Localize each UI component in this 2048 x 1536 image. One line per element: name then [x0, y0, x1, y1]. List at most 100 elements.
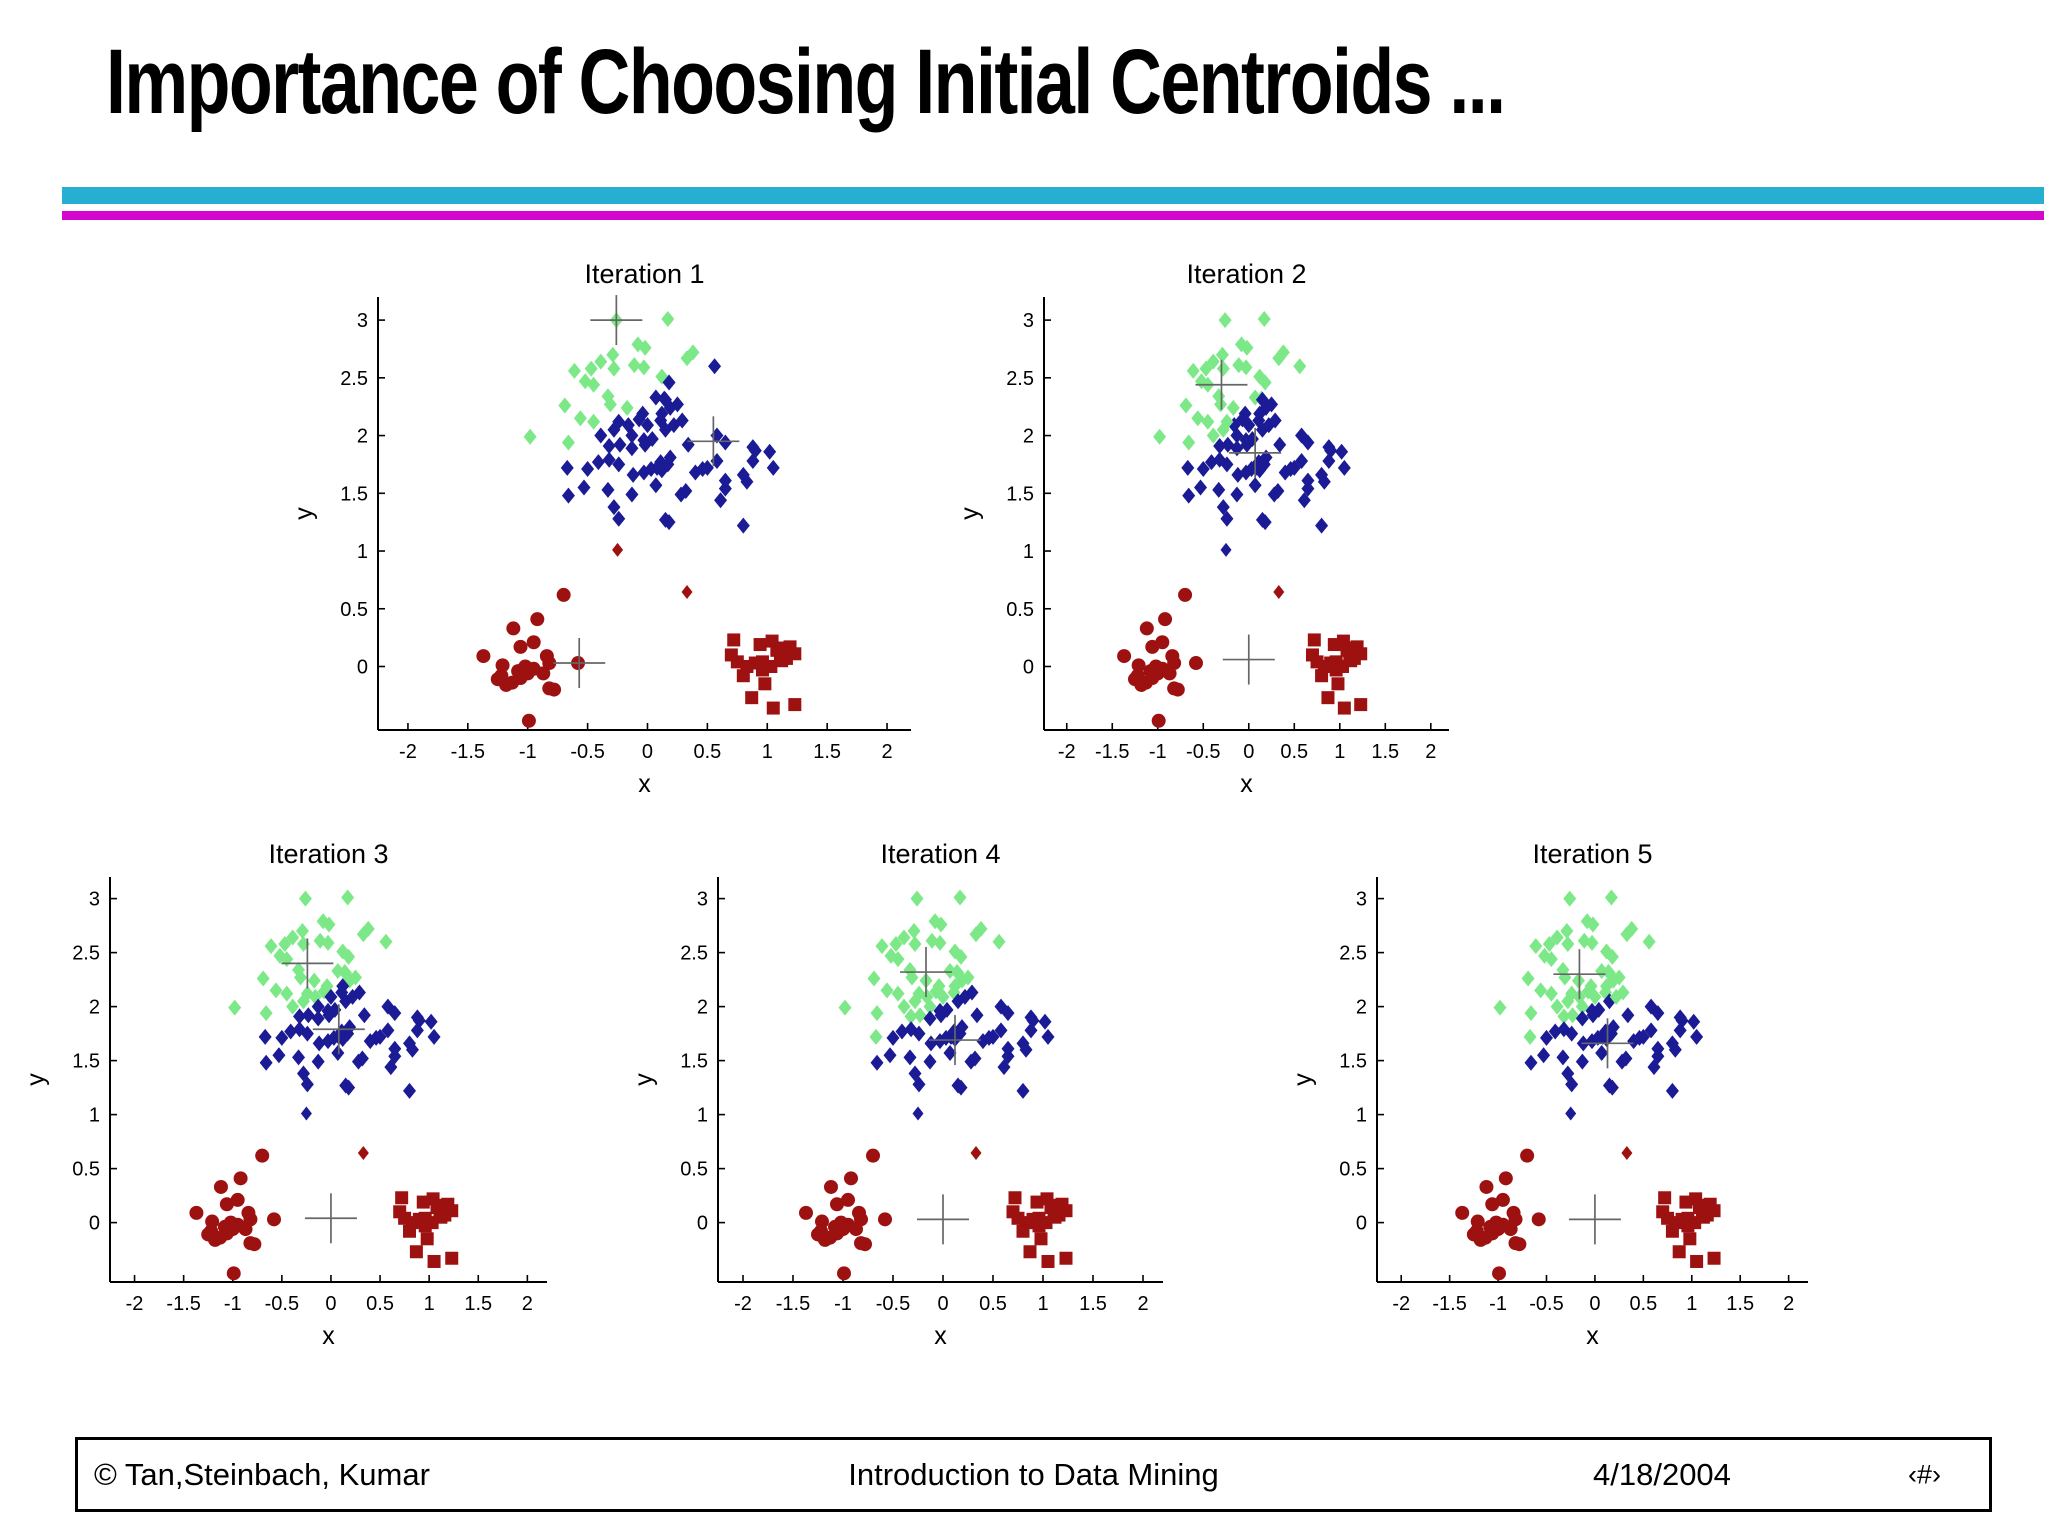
- y-tick-label: 0: [89, 1213, 100, 1235]
- data-point-circle: [1498, 1171, 1513, 1186]
- data-point-diamond: [948, 943, 962, 960]
- y-tick-label: 1.5: [1339, 1051, 1367, 1073]
- data-point-diamond: [561, 434, 575, 451]
- data-point-diamond: [272, 1047, 286, 1064]
- data-point-diamond: [933, 1002, 947, 1019]
- data-point-diamond: [1153, 428, 1167, 445]
- y-tick-label: 2: [1023, 426, 1034, 448]
- data-point-diamond: [278, 935, 292, 952]
- data-point-circle: [1489, 1215, 1504, 1230]
- data-point-diamond: [1605, 1079, 1619, 1096]
- data-point-circle: [266, 1212, 281, 1227]
- data-point-diamond-outlier: [612, 542, 624, 557]
- data-point-circle: [1503, 1222, 1518, 1237]
- data-point-circle: [858, 1237, 872, 1252]
- data-point-diamond: [1253, 368, 1267, 385]
- data-point-diamond: [1322, 452, 1336, 469]
- data-point-diamond: [427, 1028, 441, 1045]
- data-point-diamond: [627, 357, 641, 374]
- data-point-circle: [536, 666, 551, 681]
- data-point-diamond: [307, 972, 321, 989]
- data-point-diamond: [625, 427, 639, 444]
- data-point-square: [1305, 648, 1319, 662]
- x-tick-label: -1: [1489, 1293, 1507, 1315]
- data-point-diamond: [1301, 434, 1315, 451]
- scatter-plot-iteration-1: Iteration 1 -2 -1.5 -1 -0.5 0 0.5 1 1.5 2 0 0.5 1 1.5…: [294, 259, 911, 798]
- data-point-square: [1059, 1251, 1073, 1265]
- data-point-diamond: [321, 934, 335, 951]
- panel-title: Iteration 1: [584, 259, 704, 289]
- y-axis-label: y: [960, 507, 984, 520]
- data-point-square: [1041, 1254, 1055, 1268]
- data-point-diamond: [1575, 998, 1589, 1015]
- data-point-diamond: [587, 413, 601, 430]
- y-tick-label: 2: [1356, 997, 1367, 1019]
- data-point-diamond: [612, 413, 626, 430]
- data-point-circle: [223, 1215, 238, 1230]
- data-point-diamond: [1544, 985, 1558, 1002]
- data-point-circle: [1512, 1237, 1527, 1252]
- data-point-diamond: [986, 1028, 1000, 1045]
- data-point-diamond: [638, 339, 652, 356]
- data-point-diamond: [1612, 969, 1626, 986]
- data-point-diamond: [560, 459, 574, 476]
- data-point-diamond: [1524, 1054, 1538, 1071]
- y-tick-label: 3: [697, 889, 708, 911]
- data-point-diamond: [269, 982, 283, 999]
- data-point-diamond: [1600, 978, 1614, 995]
- x-tick-label: 2: [1425, 741, 1436, 763]
- data-point-diamond: [1230, 427, 1244, 444]
- data-point-square: [724, 648, 738, 662]
- y-tick-label: 0.5: [340, 599, 368, 621]
- data-point-diamond: [258, 1028, 272, 1045]
- data-point-diamond: [1258, 374, 1272, 391]
- data-point-diamond: [1609, 988, 1623, 1005]
- data-point-diamond: [1523, 1028, 1537, 1045]
- data-point-circle: [506, 621, 521, 636]
- data-point-circle: [1158, 612, 1173, 627]
- data-point-diamond: [324, 988, 338, 1005]
- x-tick-label: 2: [522, 1293, 533, 1315]
- data-point-diamond: [1287, 459, 1301, 476]
- x-tick-label: 2: [1137, 1293, 1148, 1315]
- data-point-circle: [837, 1266, 851, 1281]
- data-point-diamond: [1581, 983, 1595, 1000]
- data-point-diamond: [1561, 935, 1575, 952]
- data-point-diamond: [275, 1029, 289, 1046]
- data-point-diamond: [1673, 1022, 1687, 1039]
- data-point-diamond: [613, 436, 627, 453]
- data-point-diamond: [644, 461, 658, 478]
- scatter-plot-iteration-4: Iteration 4 -2 -1.5 -1 -0.5 0 0.5 1 1.5 2 0 0.5 1 1.5…: [634, 839, 1163, 1350]
- data-point-diamond: [1216, 360, 1230, 377]
- data-point-square: [434, 1210, 448, 1224]
- data-point-diamond: [1024, 1022, 1038, 1039]
- data-point-diamond: [838, 999, 852, 1016]
- data-point-diamond: [1687, 1013, 1701, 1030]
- data-point-diamond: [1636, 1028, 1650, 1045]
- data-point-diamond-outlier: [1273, 585, 1285, 600]
- data-point-square: [1354, 698, 1368, 712]
- x-tick-label: -2: [1058, 741, 1076, 763]
- data-point-diamond: [379, 933, 393, 950]
- y-tick-label: 0.5: [680, 1159, 708, 1181]
- x-tick-label: 0.5: [1629, 1293, 1657, 1315]
- y-axis-label: y: [1293, 1073, 1317, 1086]
- data-point-square: [788, 698, 802, 712]
- data-point-diamond: [1542, 935, 1556, 952]
- data-point-diamond: [280, 985, 294, 1002]
- data-point-diamond: [1651, 1005, 1665, 1022]
- data-point-square: [1034, 1232, 1048, 1246]
- data-point-diamond: [912, 985, 926, 1002]
- data-point-diamond: [606, 346, 620, 363]
- data-point-diamond: [1524, 1005, 1538, 1022]
- data-point-diamond: [1248, 477, 1262, 494]
- data-point-diamond: [341, 889, 355, 906]
- data-point-circle: [1188, 656, 1203, 671]
- data-point-diamond: [954, 948, 968, 965]
- data-point-diamond: [1258, 514, 1272, 531]
- data-point-diamond: [293, 1008, 307, 1025]
- data-point-diamond: [680, 350, 694, 367]
- data-point-circle: [1148, 659, 1163, 674]
- data-point-diamond: [928, 913, 942, 930]
- data-point-diamond: [954, 1079, 968, 1096]
